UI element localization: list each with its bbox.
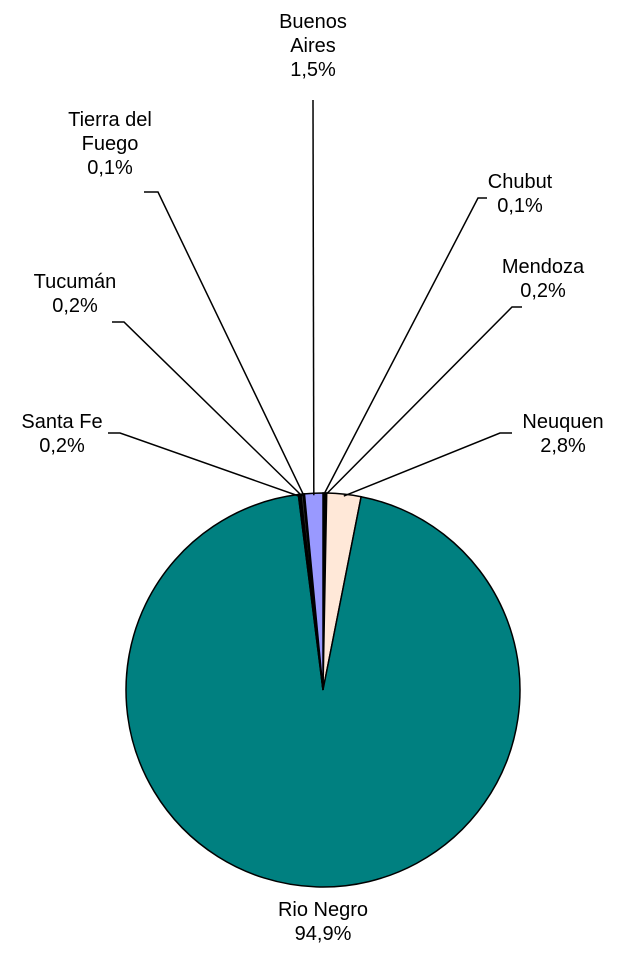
value-label: 1,5% — [290, 59, 336, 81]
slice-label: Tierra del Fuego 0,1% — [40, 108, 180, 180]
category-label: Tucumán — [33, 271, 117, 293]
category-label: Mendoza — [501, 256, 585, 278]
leader-line — [324, 306, 522, 496]
slice-label: Santa Fe 0,2% — [2, 410, 122, 458]
value-label: 0,2% — [52, 295, 98, 317]
slice-label: Rio Negro 94,9% — [243, 898, 403, 946]
category-label: Tierra del Fuego — [68, 109, 152, 155]
leader-line — [112, 321, 303, 497]
leader-line — [312, 99, 315, 496]
value-label: 2,8% — [540, 435, 586, 457]
category-label: Neuquen — [522, 411, 604, 433]
slice-label: Buenos Aires 1,5% — [268, 10, 358, 82]
value-label: 0,2% — [39, 435, 85, 457]
pie-slice — [125, 493, 521, 888]
leader-line — [343, 432, 512, 497]
slice-label: Chubut 0,1% — [470, 170, 570, 218]
category-label: Chubut — [487, 171, 553, 193]
slice-label: Neuquen 2,8% — [508, 410, 618, 458]
leader-line — [108, 432, 301, 498]
value-label: 0,1% — [87, 157, 133, 179]
leader-line — [144, 191, 305, 497]
category-label: Buenos Aires — [279, 11, 347, 57]
category-label: Rio Negro — [277, 899, 369, 921]
leader-line — [322, 197, 487, 496]
value-label: 0,1% — [497, 195, 543, 217]
slice-label: Tucumán 0,2% — [20, 270, 130, 318]
category-label: Santa Fe — [21, 411, 103, 433]
value-label: 94,9% — [294, 923, 352, 945]
value-label: 0,2% — [520, 280, 566, 302]
slice-label: Mendoza 0,2% — [488, 255, 598, 303]
